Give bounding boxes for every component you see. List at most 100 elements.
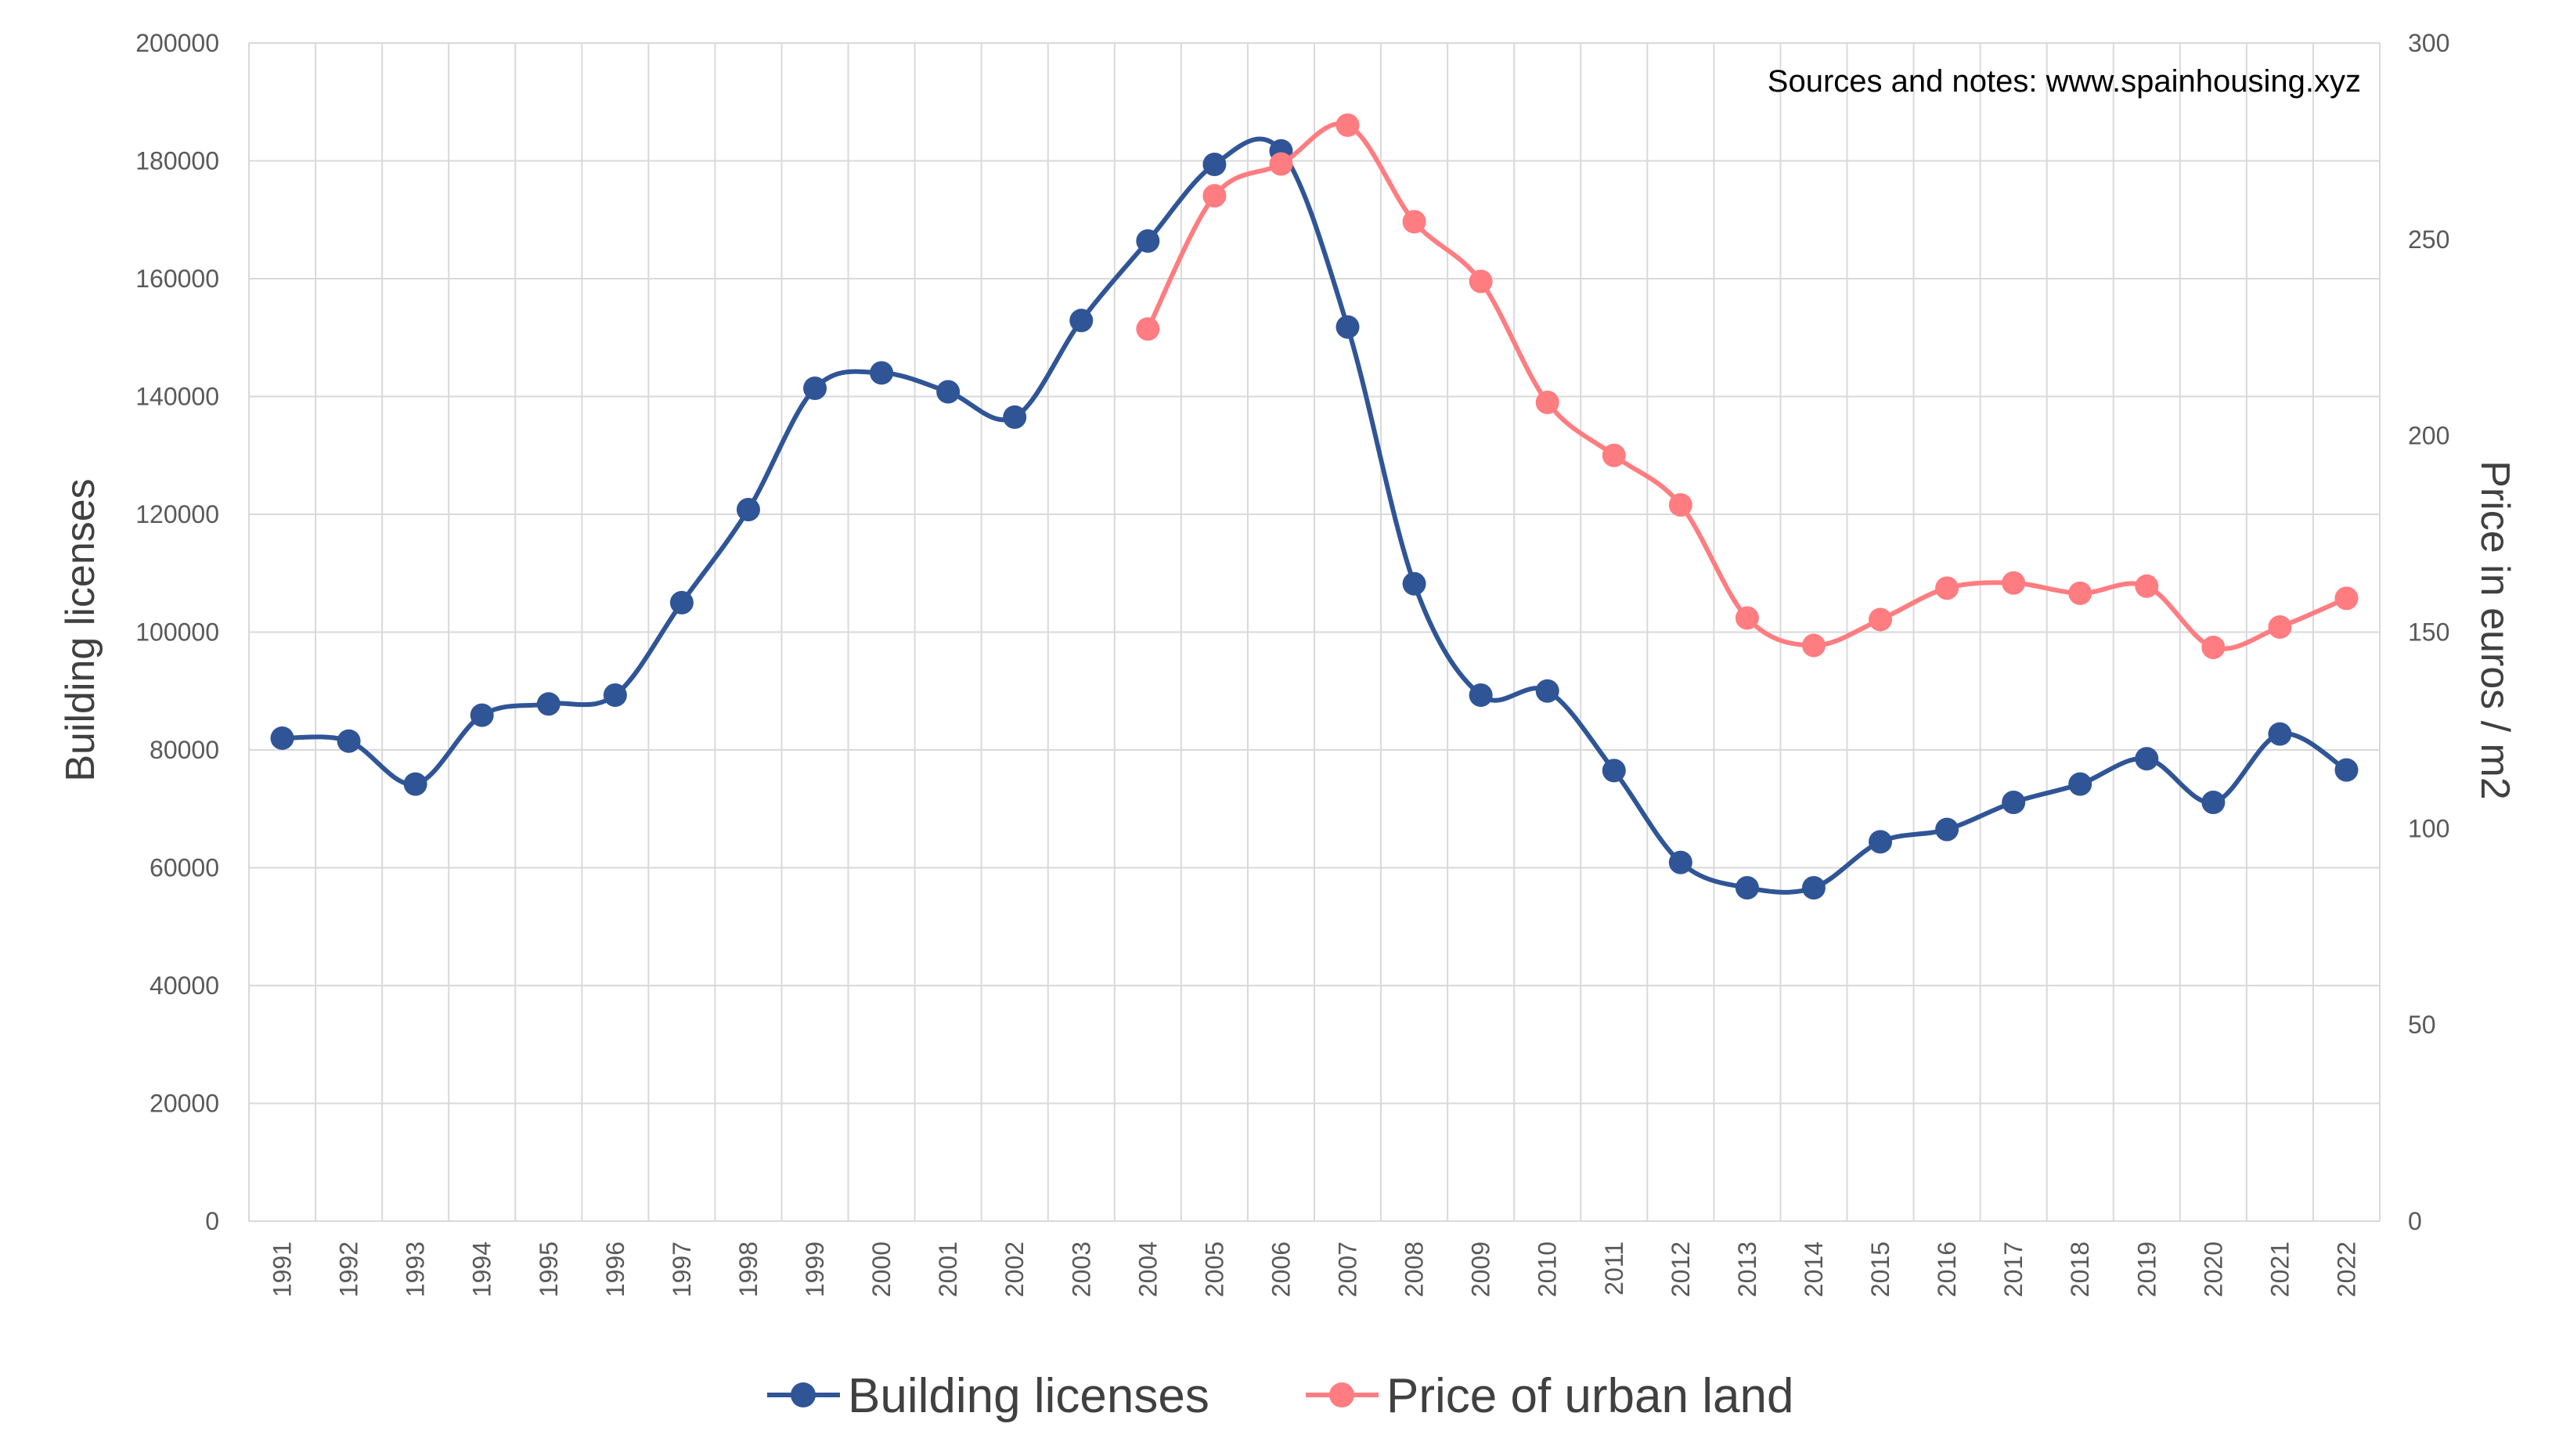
y-tick-label: 180000 [135, 147, 219, 175]
x-tick-label: 2010 [1534, 1242, 1562, 1297]
y-tick-label: 20000 [150, 1090, 219, 1118]
x-tick-label: 2013 [1733, 1242, 1761, 1297]
x-tick-label: 1992 [335, 1242, 363, 1297]
y2-tick-label: 0 [2408, 1207, 2422, 1235]
legend-label-price-of-urban-land: Price of urban land [1386, 1369, 1793, 1423]
legend-swatch-marker [791, 1382, 816, 1407]
x-tick-label: 2019 [2132, 1242, 2161, 1297]
data-point [803, 376, 827, 400]
data-point [1935, 817, 1959, 842]
data-point [736, 497, 760, 521]
x-tick-label: 2016 [1933, 1242, 1961, 1297]
y2-tick-label: 150 [2408, 618, 2449, 647]
x-tick-label: 2003 [1067, 1242, 1095, 1297]
y2-tick-label: 250 [2408, 225, 2449, 254]
x-tick-label: 2022 [2332, 1242, 2360, 1297]
y2-tick-label: 50 [2408, 1011, 2436, 1039]
x-tick-label: 1996 [601, 1242, 629, 1297]
x-tick-label: 2005 [1200, 1242, 1228, 1297]
x-tick-label: 1995 [535, 1242, 563, 1297]
data-point [1269, 152, 1293, 176]
data-point [2002, 571, 2026, 595]
x-tick-label: 2014 [1800, 1242, 1828, 1297]
y2-tick-label: 100 [2408, 814, 2449, 842]
x-tick-label: 2012 [1667, 1242, 1695, 1297]
x-tick-label: 2006 [1267, 1242, 1295, 1297]
data-point [1136, 317, 1160, 341]
data-point [1003, 405, 1027, 429]
data-point [669, 590, 694, 614]
data-point [2268, 722, 2292, 746]
x-tick-label: 2020 [2199, 1242, 2227, 1297]
data-point [470, 703, 494, 727]
legend: Building licenses Price of urban land [767, 1369, 1793, 1423]
y2-axis-title: Price in euros / m2 [2472, 460, 2518, 800]
data-point [1602, 443, 1626, 467]
y2-tick-label: 200 [2408, 422, 2449, 450]
data-point [1535, 679, 1559, 703]
x-tick-label: 2011 [1600, 1242, 1628, 1296]
x-tick-label: 2007 [1334, 1242, 1362, 1297]
data-point [403, 772, 427, 796]
x-tick-label: 2017 [1999, 1242, 2028, 1297]
legend-item-building-licenses: Building licenses [767, 1369, 1209, 1423]
y-tick-label: 160000 [135, 265, 219, 293]
data-point [2068, 581, 2092, 605]
data-point [2068, 772, 2092, 796]
data-point [1202, 184, 1227, 208]
grid [248, 42, 2381, 1222]
data-point [1469, 683, 1493, 708]
axes: 0200004000060000800001000001200001400001… [135, 29, 2449, 1297]
data-point [2334, 586, 2359, 611]
x-tick-label: 2002 [1000, 1242, 1029, 1297]
data-point [2268, 614, 2292, 639]
y-tick-label: 200000 [135, 29, 219, 57]
x-tick-label: 2000 [867, 1242, 896, 1297]
data-point [2201, 636, 2226, 660]
data-point [2201, 790, 2226, 814]
x-tick-label: 2001 [934, 1242, 962, 1297]
legend-swatch-marker [1329, 1382, 1354, 1407]
legend-label-building-licenses: Building licenses [848, 1369, 1209, 1423]
series-line [279, 136, 2349, 895]
data-point [1801, 876, 1826, 900]
x-tick-label: 1998 [734, 1242, 762, 1297]
data-point [1402, 571, 1426, 596]
y-tick-label: 60000 [150, 854, 219, 882]
data-point [1735, 606, 1759, 630]
series-price-of-urban-land [1136, 113, 2359, 660]
data-point [1668, 850, 1692, 874]
data-point [2135, 574, 2159, 598]
data-point [337, 729, 361, 753]
source-note: Sources and notes: www.spainhousing.xyz [1768, 64, 2361, 99]
x-tick-label: 2009 [1467, 1242, 1495, 1297]
x-tick-label: 1993 [402, 1242, 430, 1297]
series [270, 113, 2359, 900]
data-point [1202, 153, 1227, 177]
y-axis-title: Building licenses [58, 478, 103, 781]
data-point [1602, 759, 1626, 783]
y-tick-label: 40000 [150, 971, 219, 1000]
data-point [1668, 492, 1692, 517]
data-point [1069, 308, 1094, 333]
data-point [1136, 229, 1160, 253]
x-tick-label: 2015 [1866, 1242, 1894, 1297]
x-tick-label: 2021 [2265, 1242, 2294, 1297]
data-point [1335, 315, 1360, 339]
y-tick-label: 80000 [150, 736, 219, 764]
x-tick-label: 1999 [801, 1242, 829, 1297]
data-point [1402, 210, 1426, 234]
data-point [1335, 113, 1360, 137]
x-tick-label: 2008 [1400, 1242, 1429, 1297]
data-point [536, 692, 560, 716]
data-point [2334, 758, 2359, 782]
data-point [270, 726, 294, 750]
data-point [1869, 607, 1893, 632]
data-point [1869, 830, 1893, 854]
series-line [1145, 121, 2349, 651]
y-tick-label: 120000 [135, 500, 219, 528]
data-point [2002, 790, 2026, 814]
data-point [1935, 576, 1959, 600]
